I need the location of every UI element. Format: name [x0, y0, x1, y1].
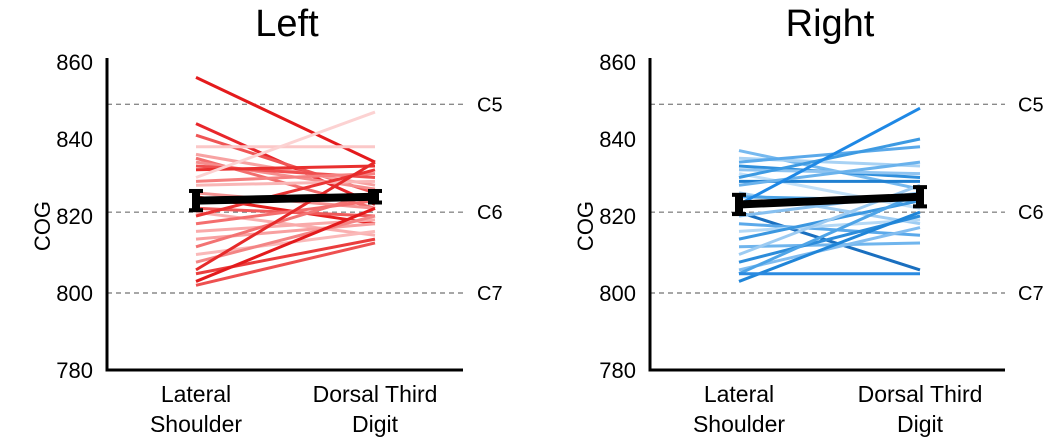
subject-line [195, 160, 376, 272]
subject-line [195, 110, 376, 179]
y-tick-label: 820 [599, 204, 636, 229]
x-category-label: Dorsal Third [313, 381, 438, 407]
y-tick-label: 800 [599, 281, 636, 306]
subject-line [738, 191, 921, 276]
y-axis-label: COG [573, 201, 598, 251]
y-tick-label: 860 [56, 50, 93, 75]
x-category-label: Digit [352, 411, 399, 437]
subject-line [195, 168, 376, 218]
y-tick-label: 800 [56, 281, 93, 306]
subject-line [195, 206, 376, 283]
reference-label-c7: C7 [477, 283, 503, 305]
subject-line [738, 106, 921, 206]
subject-line [738, 210, 921, 272]
mean-line [738, 192, 921, 209]
y-tick-label: 840 [599, 127, 636, 152]
subject-line [738, 210, 921, 283]
reference-label-c5: C5 [477, 94, 503, 116]
subject-line [195, 199, 376, 226]
subject-line [195, 191, 376, 249]
reference-label-c6: C6 [477, 202, 503, 224]
y-tick-label: 840 [56, 127, 93, 152]
subject-line [195, 76, 376, 164]
chart-title: Right [786, 3, 875, 45]
y-tick-label: 780 [56, 358, 93, 383]
subject-line [738, 160, 921, 187]
x-category-label: Dorsal Third [858, 381, 983, 407]
chart-panel-1: Left COG C5 C6 C7 780 800 820 840 860 Lateral Shoul… [30, 3, 503, 437]
x-category-label: Lateral [704, 381, 774, 407]
y-tick-label: 820 [56, 204, 93, 229]
subject-line [195, 172, 376, 183]
y-tick-label: 780 [599, 358, 636, 383]
subject-line [195, 210, 376, 237]
x-category-label: Shoulder [150, 411, 242, 437]
subject-line [195, 179, 376, 187]
subject-line [738, 172, 921, 210]
reference-label-c7: C7 [1018, 283, 1044, 305]
subject-line [738, 226, 921, 272]
chart-panel-2: Right COG C5 C6 C7 780 800 820 840 860 Lateral Shou… [573, 3, 1044, 437]
x-category-label: Digit [897, 411, 944, 437]
subject-line [195, 164, 376, 172]
y-axis-label: COG [30, 201, 55, 251]
chart-title: Left [255, 3, 319, 45]
reference-label-c6: C6 [1018, 202, 1044, 224]
subject-line [738, 241, 921, 249]
subject-line [195, 241, 376, 287]
y-tick-label: 860 [599, 50, 636, 75]
subject-line [738, 145, 921, 164]
mean-line [195, 192, 376, 205]
x-category-label: Lateral [161, 381, 231, 407]
subject-line [195, 214, 376, 264]
x-category-label: Shoulder [693, 411, 785, 437]
subject-line [738, 137, 921, 179]
subject-line [738, 218, 921, 233]
reference-label-c5: C5 [1018, 94, 1044, 116]
